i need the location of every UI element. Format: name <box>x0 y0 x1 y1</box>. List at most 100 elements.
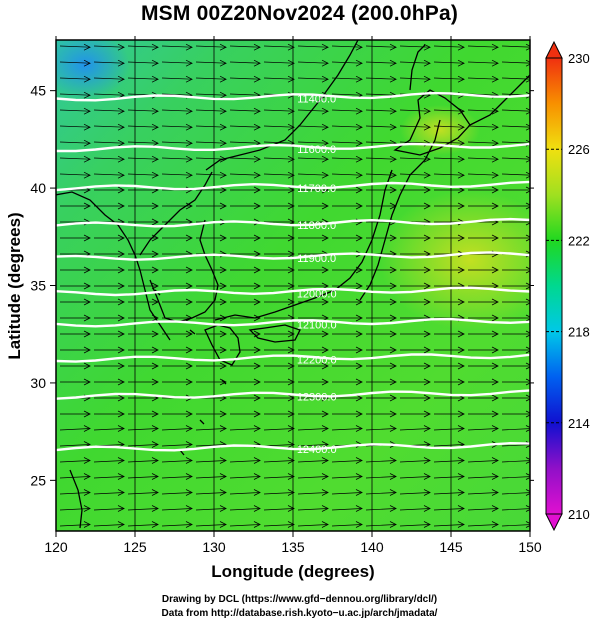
wind-arrowhead <box>253 362 261 370</box>
wind-arrowhead <box>83 346 91 354</box>
wind-arrowhead <box>355 59 363 67</box>
wind-arrowhead <box>151 282 159 290</box>
wind-arrowhead <box>321 107 329 115</box>
wind-arrowhead <box>185 107 193 115</box>
wind-arrowhead <box>321 43 329 51</box>
wind-arrowhead <box>525 298 530 306</box>
wind-arrowhead <box>491 171 499 179</box>
wind-vector <box>161 93 193 96</box>
wind-arrowhead <box>151 266 159 274</box>
wind-arrowhead <box>423 394 431 402</box>
wind-vector <box>501 45 530 48</box>
wind-arrowhead <box>389 202 397 210</box>
wind-arrowhead <box>457 234 465 242</box>
wind-arrowhead <box>355 234 363 242</box>
wind-arrowhead <box>287 250 295 258</box>
colorbar-ticks: 210 214 218 222 226 230 <box>546 51 590 522</box>
wind-arrowhead <box>151 410 159 418</box>
wind-vector <box>229 524 261 527</box>
wind-arrowhead <box>525 330 530 338</box>
wind-arrowhead <box>525 202 530 210</box>
wind-arrowhead <box>321 410 329 418</box>
x-tick-label: 135 <box>281 539 305 555</box>
wind-vector <box>501 109 530 112</box>
wind-vector <box>467 476 499 479</box>
wind-arrowhead <box>389 282 397 290</box>
colorbar-tick-label: 226 <box>568 142 590 157</box>
wind-arrowhead <box>491 123 499 131</box>
wind-arrowhead <box>457 425 465 432</box>
wind-arrowhead <box>457 155 465 163</box>
wind-vector <box>93 109 125 112</box>
wind-arrowhead <box>389 171 397 179</box>
wind-vector <box>501 508 530 511</box>
wind-arrowhead <box>389 266 397 274</box>
wind-vector <box>501 476 530 479</box>
wind-arrowhead <box>151 473 159 480</box>
contour-line <box>56 142 530 153</box>
wind-arrowhead <box>287 473 295 480</box>
wind-arrowhead <box>219 75 227 83</box>
wind-vector <box>433 61 465 64</box>
wind-arrowhead <box>287 505 295 512</box>
wind-arrowhead <box>491 155 499 163</box>
wind-arrowhead <box>185 457 193 464</box>
wind-arrowhead <box>185 378 193 386</box>
wind-arrowhead <box>355 107 363 115</box>
wind-vector <box>93 45 125 48</box>
wind-arrowhead <box>253 489 261 496</box>
wind-vector <box>229 125 261 128</box>
wind-vector <box>263 524 295 527</box>
wind-vector <box>59 508 91 511</box>
wind-vector <box>195 77 227 80</box>
wind-arrowhead <box>185 202 193 210</box>
colorbar-max-triangle <box>545 40 563 59</box>
wind-vector <box>127 508 159 511</box>
wind-vector <box>365 109 397 112</box>
wind-arrowhead <box>219 43 227 51</box>
wind-arrowhead <box>117 282 125 290</box>
wind-arrowhead <box>423 43 431 51</box>
wind-arrowhead <box>151 75 159 83</box>
wind-arrowhead <box>253 330 261 338</box>
wind-vector <box>297 141 329 144</box>
wind-arrowhead <box>117 266 125 274</box>
wind-vector <box>399 428 431 431</box>
wind-vector <box>467 460 499 463</box>
coastline-sakhalin <box>409 44 426 91</box>
wind-arrowhead <box>423 457 431 464</box>
wind-vector <box>467 428 499 431</box>
wind-arrowhead <box>287 425 295 432</box>
wind-vector <box>297 508 329 511</box>
wind-vector <box>467 508 499 511</box>
wind-arrowhead <box>491 457 499 464</box>
wind-arrowhead <box>457 473 465 480</box>
wind-arrowhead <box>253 250 261 258</box>
wind-arrowhead <box>151 59 159 67</box>
wind-arrowhead <box>117 521 125 528</box>
wind-vector <box>399 173 431 176</box>
wind-arrowhead <box>389 505 397 512</box>
wind-arrowhead <box>253 425 261 432</box>
wind-arrowhead <box>389 457 397 464</box>
wind-arrowhead <box>423 330 431 338</box>
wind-arrowhead <box>185 171 193 179</box>
wind-arrowhead <box>423 410 431 418</box>
wind-vector <box>229 508 261 511</box>
wind-arrowhead <box>491 378 499 386</box>
x-tick-label: 125 <box>123 539 147 555</box>
wind-vector <box>59 157 91 160</box>
wind-vector <box>467 141 499 144</box>
wind-arrowhead <box>355 202 363 210</box>
wind-vector <box>297 428 329 431</box>
contour-line <box>56 389 530 400</box>
wind-arrowhead <box>423 234 431 242</box>
wind-vector <box>93 492 125 495</box>
wind-vector <box>399 508 431 511</box>
wind-vector <box>433 428 465 431</box>
wind-arrowhead <box>321 155 329 163</box>
wind-vector <box>93 141 125 144</box>
wind-vector <box>59 460 91 463</box>
wind-vector <box>93 61 125 64</box>
wind-arrowhead <box>355 330 363 338</box>
